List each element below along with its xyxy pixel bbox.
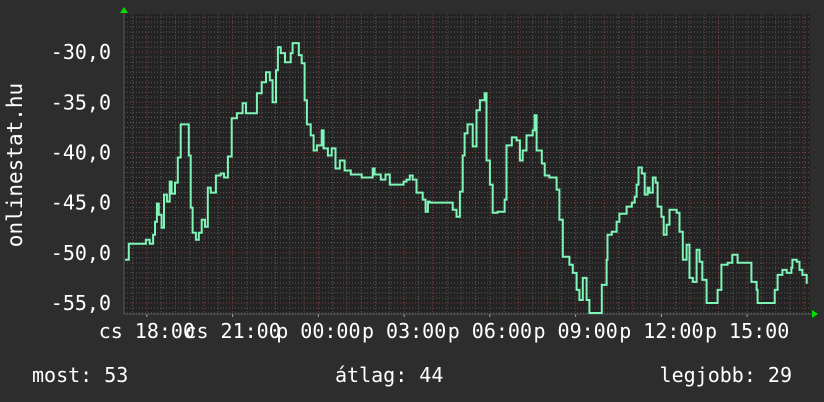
y-tick-label: -40,0 (51, 140, 111, 164)
x-tick-label: p 03:00 (362, 319, 446, 343)
x-axis-arrow-icon (812, 310, 818, 318)
legend-current: most: 53 (32, 363, 128, 387)
x-tick-label: p 15:00 (705, 319, 789, 343)
legend-average: átlag: 44 (335, 363, 443, 387)
y-axis-label: onlinestat.hu (3, 83, 27, 247)
x-tick-label: p 06:00 (448, 319, 532, 343)
legend-best: legjobb: 29 (660, 363, 792, 387)
y-tick-label: -35,0 (51, 90, 111, 114)
y-tick-label: -30,0 (51, 40, 111, 64)
x-tick-label: cs 18:00 (99, 319, 195, 343)
y-axis: -30,0 -35,0 -40,0 -45,0 -50,0 -55,0 (51, 12, 810, 315)
y-tick-label: -45,0 (51, 191, 111, 215)
x-tick-label: p 12:00 (619, 319, 703, 343)
x-tick-label: p 09:00 (533, 319, 617, 343)
grid (124, 14, 810, 314)
y-tick-label: -55,0 (51, 291, 111, 315)
x-tick-label: p 00:00 (276, 319, 360, 343)
series-line (125, 42, 808, 314)
y-axis-arrow-icon (120, 7, 128, 13)
y-tick-label: -50,0 (51, 241, 111, 265)
x-tick-label: cs 21:00 (184, 319, 280, 343)
